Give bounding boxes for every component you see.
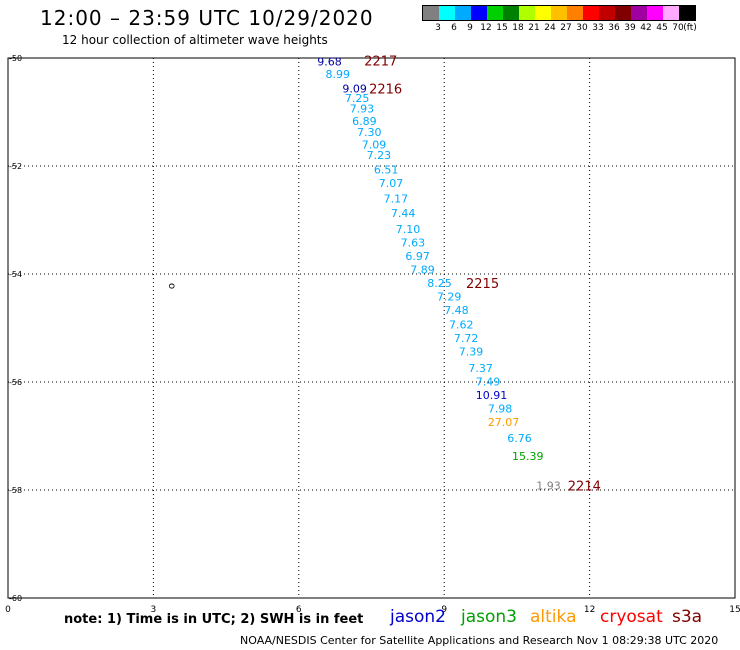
satellite-altika: altika: [530, 607, 577, 627]
legend-swatch: [599, 6, 615, 20]
page-subtitle: 12 hour collection of altimeter wave hei…: [62, 33, 328, 47]
map-frame: [7, 57, 736, 599]
wave-height-value: 6.89: [352, 115, 377, 128]
wave-height-value: 7.39: [459, 346, 484, 359]
satellite-s3a: s3a: [672, 607, 703, 627]
y-tick-label: -50: [9, 54, 22, 63]
legend-swatch: [439, 6, 455, 20]
wave-height-value: 10.91: [476, 389, 508, 402]
legend-label: 45: [656, 23, 668, 33]
color-legend: 3 6 9 12 15 18 21 24 27 30 33 36 39 42 45 70 (ft): [422, 5, 697, 37]
legend-labels: 3 6 9 12 15 18 21 24 27 30 33 36 39 42 45 70 (ft): [422, 23, 697, 37]
wave-height-value: 7.98: [488, 402, 513, 415]
wave-height-value: 8.25: [427, 277, 452, 290]
wave-height-value: 6.51: [374, 164, 399, 177]
y-tick-label: -58: [9, 486, 22, 495]
wave-height-value: 7.93: [350, 103, 375, 116]
island-marker: o: [166, 283, 177, 289]
wave-height-value: 7.25: [345, 92, 370, 105]
legend-swatch: [663, 6, 679, 20]
footer-credit: NOAA/NESDIS Center for Satellite Applica…: [240, 634, 719, 647]
legend-swatch: [487, 6, 503, 20]
track-time-label: 2215: [466, 277, 499, 292]
wave-height-value: 15.39: [512, 450, 544, 463]
wave-height-value: 27.07: [488, 416, 520, 429]
legend-swatch: [503, 6, 519, 20]
wave-height-value: 7.89: [410, 264, 435, 277]
legend-label: 70: [672, 23, 684, 33]
wave-height-value: 8.99: [325, 68, 350, 81]
track-time-label: 2217: [364, 55, 397, 70]
page-title: 12:00 – 23:59 UTC 10/29/2020: [40, 6, 374, 30]
legend-swatch: [647, 6, 663, 20]
wave-height-value: 1.93: [536, 480, 561, 493]
wave-height-value: 7.72: [454, 332, 479, 345]
x-tick-label: 3: [151, 605, 157, 615]
satellite-jason3: jason3: [461, 607, 517, 627]
legend-label: 15: [496, 23, 508, 33]
note-text: note: 1) Time is in UTC; 2) SWH is in fe…: [64, 612, 364, 627]
satellite-cryosat: cryosat: [600, 607, 663, 627]
axis-ticks: 0 3 6 9 12 15 -50 -52 -54 -56 -58 -60: [5, 54, 740, 615]
wave-height-value: 7.63: [401, 237, 426, 250]
legend-swatch: [551, 6, 567, 20]
legend-label: 18: [512, 23, 524, 33]
x-tick-label: 9: [441, 605, 447, 615]
satellite-jason2: jason2: [390, 607, 446, 627]
wave-height-value: 7.17: [384, 192, 409, 205]
legend-label: 12: [480, 23, 492, 33]
wave-height-value: 7.62: [449, 319, 474, 332]
legend-label: 42: [640, 23, 652, 33]
legend-color-bar: [422, 5, 696, 21]
legend-swatch: [615, 6, 631, 20]
legend-swatch: [471, 6, 487, 20]
wave-height-value: 6.97: [405, 250, 430, 263]
y-tick-label: -54: [9, 270, 22, 279]
y-tick-label: -60: [9, 594, 22, 603]
track-time-labels: 2217 2216 2215 2214: [364, 55, 601, 495]
legend-label: 39: [624, 23, 636, 33]
legend-label: 6: [451, 23, 457, 33]
y-tick-label: -56: [9, 378, 22, 387]
x-tick-label: 12: [584, 605, 595, 615]
wave-height-value: 7.10: [396, 223, 421, 236]
legend-label: 9: [467, 23, 473, 33]
wave-height-value: 7.37: [468, 362, 493, 375]
x-tick-label: 6: [296, 605, 302, 615]
legend-label: 30: [576, 23, 588, 33]
legend-label: 3: [435, 23, 441, 33]
x-tick-label: 0: [5, 605, 11, 615]
legend-swatch: [519, 6, 535, 20]
legend-label: 21: [528, 23, 540, 33]
legend-swatch: [455, 6, 471, 20]
wave-height-value: 7.49: [476, 375, 501, 388]
wave-height-value: 7.30: [357, 126, 382, 139]
wave-height-value: 7.48: [444, 304, 469, 317]
wave-height-value: 7.23: [367, 149, 392, 162]
wave-height-value: 7.44: [391, 207, 416, 220]
wave-height-value: 9.68: [317, 56, 342, 69]
wave-height-value: 7.07: [379, 177, 404, 190]
track-time-label: 2214: [568, 480, 601, 495]
legend-label: 27: [560, 23, 572, 33]
wave-observations: 9.688.99 9.097.257.936.897.307.097.23 6.51…: [317, 56, 561, 493]
legend-swatch: [583, 6, 599, 20]
wave-height-value: 7.29: [437, 291, 462, 304]
legend-swatch: [679, 6, 695, 20]
legend-swatch: [631, 6, 647, 20]
legend-label: 24: [544, 23, 556, 33]
wave-height-value: 7.09: [362, 138, 387, 151]
wave-height-value: 6.76: [507, 432, 532, 445]
y-tick-label: -52: [9, 162, 22, 171]
legend-label: 33: [592, 23, 604, 33]
wave-height-value: 9.09: [342, 83, 367, 96]
legend-swatch: [423, 6, 439, 20]
legend-label: 36: [608, 23, 620, 33]
track-time-label: 2216: [369, 83, 402, 98]
legend-label: (ft): [683, 23, 697, 33]
x-tick-label: 15: [729, 605, 740, 615]
legend-swatch: [567, 6, 583, 20]
legend-swatch: [535, 6, 551, 20]
